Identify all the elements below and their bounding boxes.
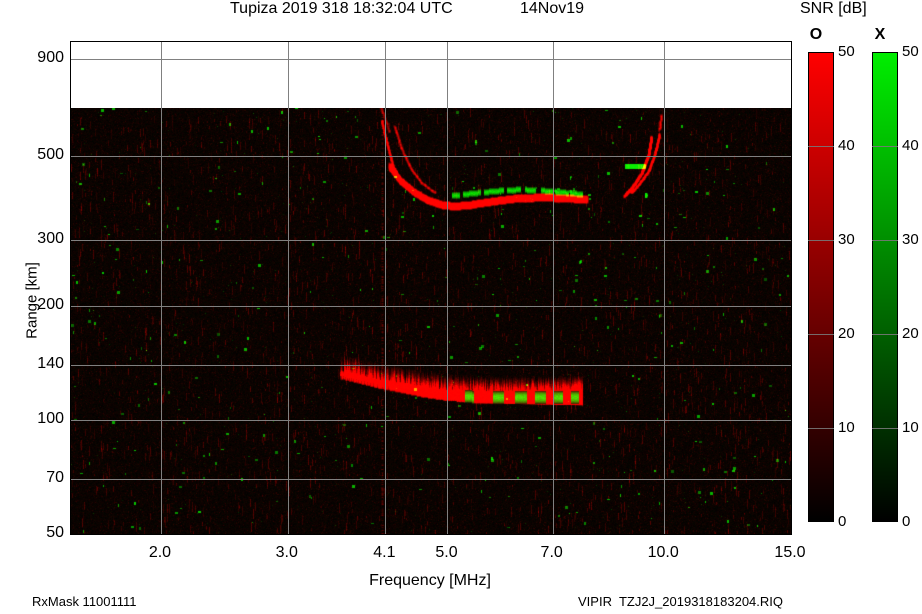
source-file-label: VIPIR TZJ2J_2019318183204.RIQ [578, 594, 783, 609]
colorbar-tick-label: 40 [902, 137, 919, 154]
colorbar-tick-label: 50 [838, 43, 855, 60]
x-axis-tick-label: 15.0 [774, 544, 806, 561]
x-axis-label: Frequency [MHz] [369, 572, 491, 589]
y-axis-tick-label: 70 [46, 468, 64, 486]
gridline-horizontal [71, 420, 791, 421]
colorbar-tick-label: 30 [838, 231, 855, 248]
ionogram-canvas [71, 108, 791, 534]
x-axis-tick-label: 5.0 [435, 544, 458, 561]
x-axis-tick-label: 2.0 [148, 544, 172, 561]
colorbar-o-gradient [808, 52, 834, 522]
gridline-horizontal [71, 365, 791, 366]
x-axis-tick-label: 7.0 [540, 544, 563, 561]
colorbar-tick-mark [872, 240, 898, 241]
y-axis-tick-label: 140 [37, 354, 64, 372]
colorbar-tick-mark [808, 334, 834, 335]
rxmask-label: RxMask 11001111 [32, 594, 137, 609]
ionogram-raster [71, 108, 791, 534]
gridline-vertical [161, 42, 162, 534]
colorbar-tick-label: 10 [838, 419, 855, 436]
page-title: Tupiza 2019 318 18:32:04 UTC [230, 0, 453, 17]
gridline-horizontal [71, 156, 791, 157]
colorbar-title: SNR [dB] [800, 0, 867, 17]
gridline-horizontal [71, 240, 791, 241]
gridline-vertical [553, 42, 554, 534]
y-axis: Range [km] 50 70 100 140 200 300 500 900 [0, 0, 65, 614]
colorbar-tick-mark [872, 146, 898, 147]
colorbar-tick-label: 20 [902, 325, 919, 342]
gridline-vertical [664, 42, 665, 534]
colorbar-tick-label: 0 [902, 513, 911, 530]
colorbar-tick-mark [808, 240, 834, 241]
gridline-vertical [288, 42, 289, 534]
colorbar-tick-label: 0 [838, 513, 847, 530]
colorbar-tick-mark [808, 428, 834, 429]
colorbar-tick-label: 40 [838, 137, 855, 154]
colorbar-tick-label: 30 [902, 231, 919, 248]
x-axis-tick-label: 10.0 [647, 544, 679, 561]
page-date: 14Nov19 [520, 0, 585, 17]
gridline-horizontal [71, 59, 791, 60]
y-axis-tick-label: 500 [37, 145, 64, 163]
colorbar-tick-label: 50 [902, 43, 919, 60]
y-axis-tick-label: 50 [46, 524, 64, 541]
y-axis-tick-label: 100 [37, 410, 64, 428]
colorbar-tick-mark [808, 146, 834, 147]
y-axis-tick-label: 300 [37, 229, 64, 247]
y-axis-tick-label: 200 [37, 296, 64, 314]
colorbar-x-label: X [874, 26, 886, 43]
colorbar-o-label: O [809, 26, 823, 43]
colorbar-x-gradient [872, 52, 898, 522]
y-axis-tick-label: 900 [37, 49, 64, 67]
colorbar-tick-label: 20 [838, 325, 855, 342]
gridline-vertical [447, 42, 448, 534]
x-axis-tick-label: 4.1 [373, 544, 396, 561]
gridline-horizontal [71, 479, 791, 480]
colorbar-tick-label: 10 [902, 419, 919, 436]
colorbar-tick-mark [872, 428, 898, 429]
x-axis-tick-label: 3.0 [275, 544, 298, 561]
colorbar-tick-mark [872, 334, 898, 335]
gridline-vertical [385, 42, 386, 534]
ionogram-plot[interactable] [70, 41, 792, 535]
gridline-horizontal [71, 306, 791, 307]
